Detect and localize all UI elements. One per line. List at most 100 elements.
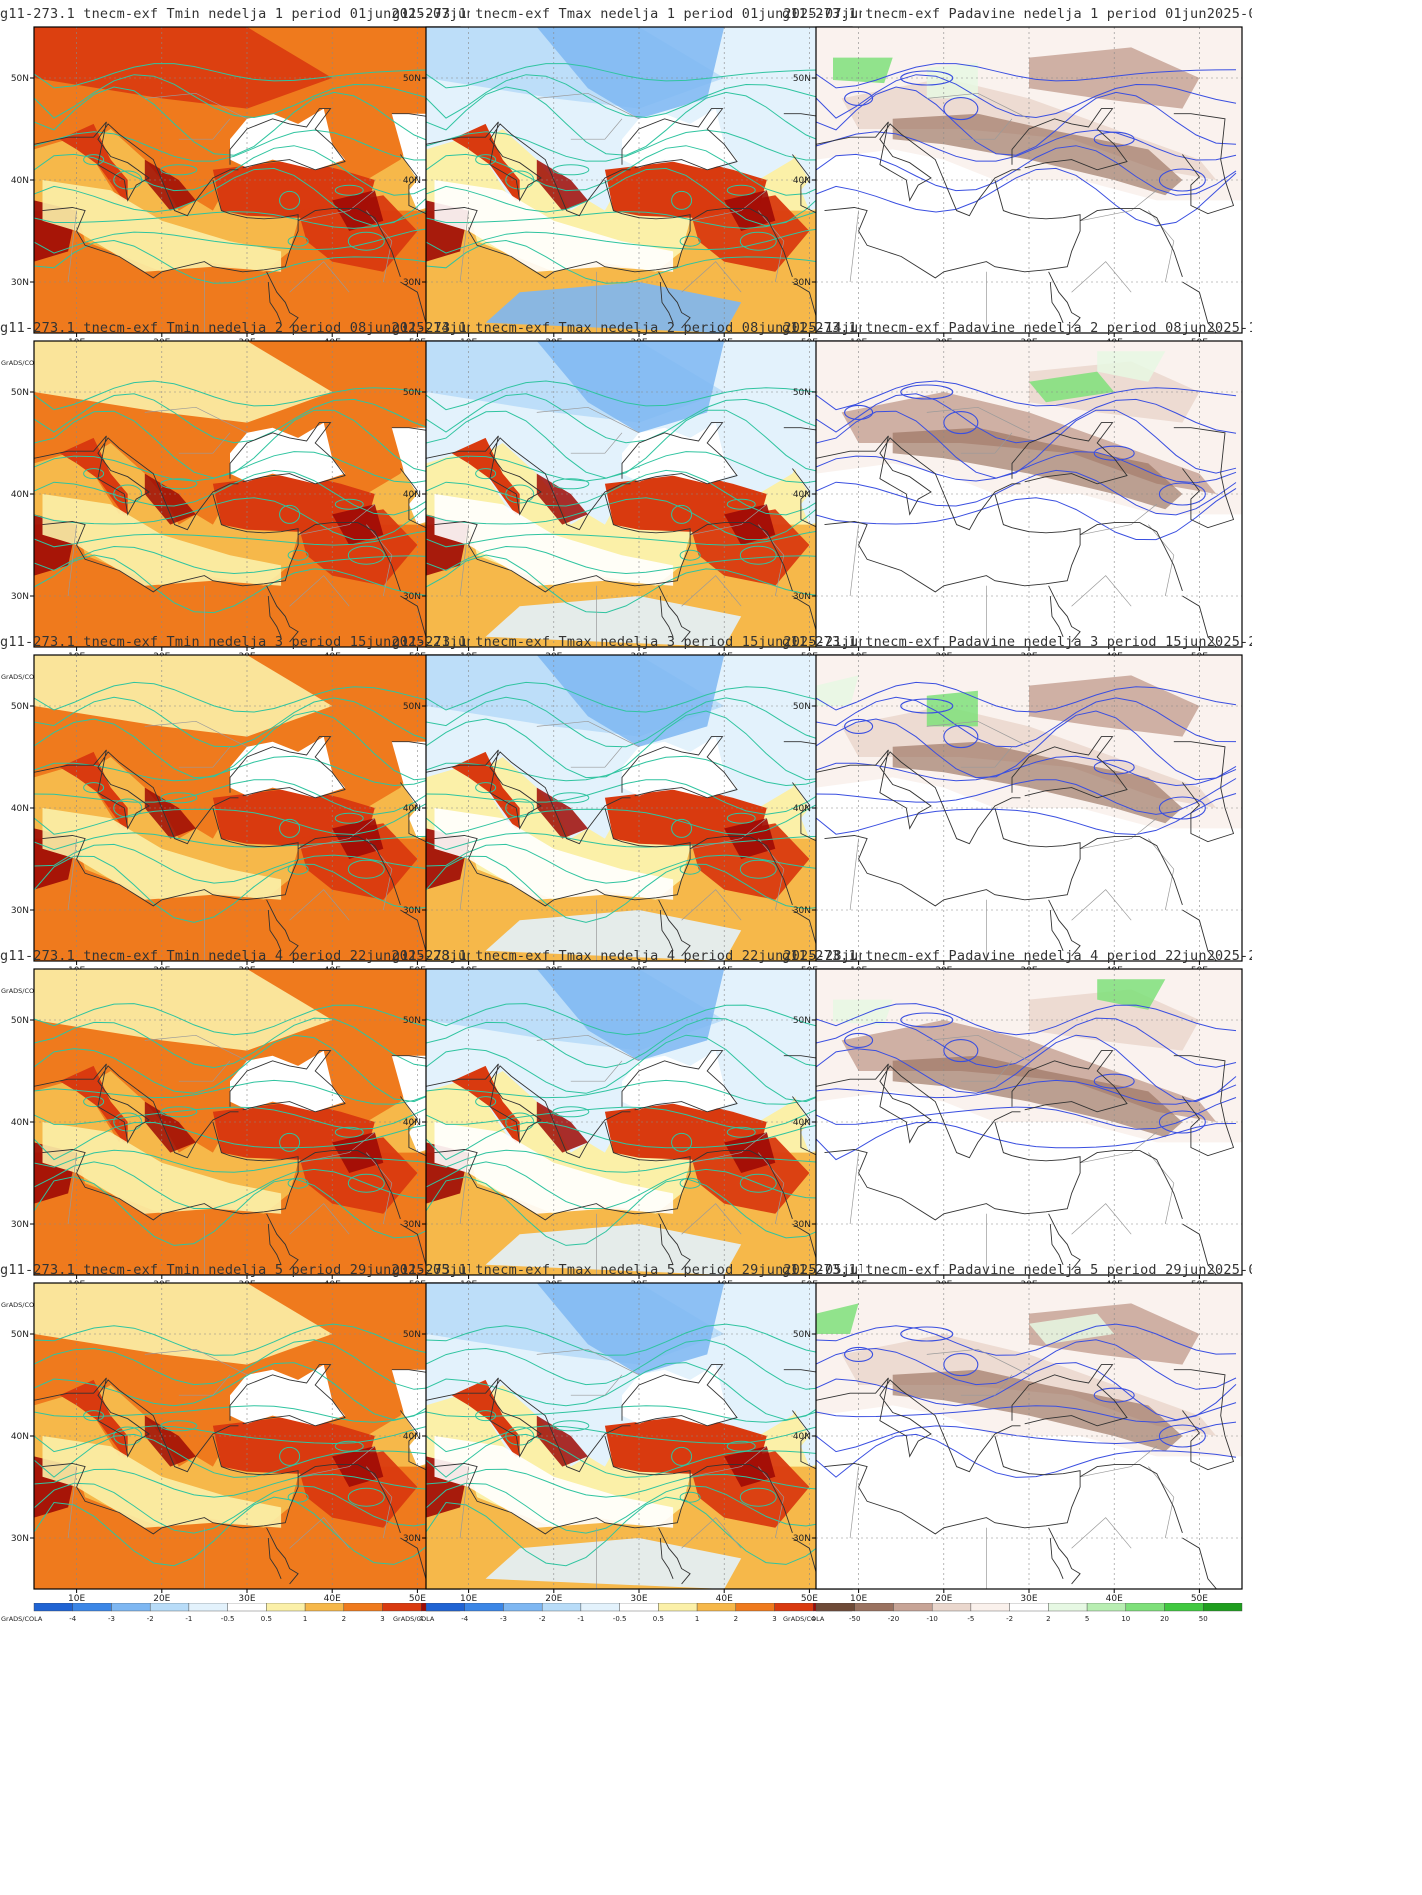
map-panel-tmin-week-4: g11-273.1 tnecm-exf Tmin nedelja 4 perio… xyxy=(0,942,470,1320)
country-borders xyxy=(67,1034,393,1275)
grid-lines xyxy=(426,341,852,647)
grads-credit: GrADS/COLA xyxy=(1,359,43,367)
colorbar-swatch xyxy=(1048,1603,1088,1612)
colorbar-label: 4 xyxy=(811,1615,816,1623)
y-tick-label: 50N xyxy=(11,74,29,84)
y-tick-label: 40N xyxy=(793,804,811,814)
panel-title: g11-273.1 tnecm-exf Tmin nedelja 5 perio… xyxy=(0,1262,470,1278)
y-tick-label: 50N xyxy=(793,1330,811,1340)
x-tick-label: 30E xyxy=(1020,1594,1037,1602)
y-tick-label: 40N xyxy=(793,1432,811,1442)
coastlines xyxy=(816,1050,1242,1275)
map-panel-tmin-week-3: g11-273.1 tnecm-exf Tmin nedelja 3 perio… xyxy=(0,628,470,1006)
colorbar-swatch xyxy=(188,1603,228,1612)
colorbar-swatch xyxy=(72,1603,112,1612)
map-panel-precip-week-2: g11-273.1 tnecm-exf Padavine nedelja 2 p… xyxy=(782,314,1252,692)
grid-lines xyxy=(426,655,852,961)
panel-title: g11-273.1 tnecm-exf Tmin nedelja 4 perio… xyxy=(0,948,470,964)
colorbar-label: -10 xyxy=(926,1615,937,1623)
panel-title: g11-273.1 tnecm-exf Tmax nedelja 1 perio… xyxy=(392,6,862,22)
y-tick-label: 30N xyxy=(793,1220,811,1230)
country-borders xyxy=(459,720,785,961)
grads-credit: GrADS/COLA xyxy=(1,673,43,681)
colorbar: -50 -20 -10 -5 -2 2 5 10 20 50 GrADS/COLA xyxy=(783,1603,1243,1623)
x-tick-label: 50E xyxy=(801,1594,818,1602)
y-tick-label: 30N xyxy=(403,906,421,916)
colorbar-label: -3 xyxy=(108,1615,115,1623)
y-tick-label: 50N xyxy=(11,1330,29,1340)
map-panel-tmax-week-1: g11-273.1 tnecm-exf Tmax nedelja 1 perio… xyxy=(392,0,862,378)
colorbar-label: 2 xyxy=(1046,1615,1050,1623)
colorbar-swatch xyxy=(970,1603,1010,1612)
colorbar-label: 10 xyxy=(1121,1615,1130,1623)
colorbar-swatch xyxy=(1203,1603,1243,1612)
colorbar-label: 2 xyxy=(342,1615,346,1623)
panel-title: g11-273.1 tnecm-exf Tmax nedelja 5 perio… xyxy=(392,1262,862,1278)
country-borders xyxy=(67,720,393,961)
y-tick-label: 50N xyxy=(11,1016,29,1026)
contour-lines xyxy=(34,380,455,614)
contour-lines xyxy=(426,681,847,923)
colorbar-swatch xyxy=(815,1603,855,1612)
colorbar-swatch xyxy=(464,1603,504,1612)
x-tick-label: 10E xyxy=(68,1594,85,1602)
colorbar-swatch xyxy=(1125,1603,1165,1612)
colorbar-label: 2 xyxy=(734,1615,738,1623)
colorbar-swatch xyxy=(580,1603,620,1612)
coastlines xyxy=(426,422,852,647)
y-tick-label: 40N xyxy=(793,176,811,186)
map-panel-tmin-week-1: g11-273.1 tnecm-exf Tmin nedelja 1 perio… xyxy=(0,0,470,378)
colorbar-label: -3 xyxy=(500,1615,507,1623)
y-tick-label: 40N xyxy=(11,490,29,500)
panel-title: g11-273.1 tnecm-exf Padavine nedelja 4 p… xyxy=(782,948,1252,964)
colorbar-swatch xyxy=(1009,1603,1049,1612)
coastlines xyxy=(816,1364,1242,1589)
x-tick-label: 50E xyxy=(1191,1594,1208,1602)
contour-lines xyxy=(426,1003,847,1246)
map-panel-tmin-week-2: g11-273.1 tnecm-exf Tmin nedelja 2 perio… xyxy=(0,314,470,692)
grads-credit: GrADS/COLA xyxy=(393,1615,435,1623)
coastlines xyxy=(816,736,1242,961)
colorbar-label: 20 xyxy=(1160,1615,1169,1623)
colorbar-swatch xyxy=(1164,1603,1204,1612)
x-tick-label: 40E xyxy=(716,1594,733,1602)
y-tick-label: 40N xyxy=(11,1432,29,1442)
grads-credit: GrADS/COLA xyxy=(783,1615,825,1623)
y-tick-label: 30N xyxy=(403,592,421,602)
contour-lines xyxy=(816,681,1237,836)
x-tick-label: 30E xyxy=(630,1594,647,1602)
grads-credit: GrADS/COLA xyxy=(1,1301,43,1309)
colorbar-label: 4 xyxy=(419,1615,424,1623)
colorbar-swatch xyxy=(619,1603,659,1612)
colorbar-label: -1 xyxy=(577,1615,584,1623)
contour-lines xyxy=(816,1003,1237,1161)
colorbar-label: -20 xyxy=(888,1615,899,1623)
y-tick-label: 50N xyxy=(793,74,811,84)
colorbar-label: 0.5 xyxy=(653,1615,664,1623)
y-tick-label: 50N xyxy=(403,388,421,398)
grid-lines xyxy=(34,1283,460,1589)
x-tick-label: 10E xyxy=(850,1594,867,1602)
grid-lines xyxy=(816,969,1242,1275)
x-tick-label: 20E xyxy=(153,1594,170,1602)
y-tick-label: 50N xyxy=(793,388,811,398)
colorbar-label: -50 xyxy=(849,1615,860,1623)
grid-lines xyxy=(426,27,852,333)
contour-lines xyxy=(426,380,847,614)
country-borders xyxy=(459,92,785,333)
country-borders xyxy=(849,406,1175,647)
contour-lines xyxy=(426,1323,847,1567)
country-borders xyxy=(67,1348,393,1589)
y-tick-label: 30N xyxy=(11,592,29,602)
panel-title: g11-273.1 tnecm-exf Tmin nedelja 3 perio… xyxy=(0,634,470,650)
colorbar-swatch xyxy=(893,1603,933,1612)
map-panel-precip-week-3: g11-273.1 tnecm-exf Padavine nedelja 3 p… xyxy=(782,628,1252,1006)
panel-title: g11-273.1 tnecm-exf Padavine nedelja 1 p… xyxy=(782,6,1252,22)
y-tick-label: 40N xyxy=(403,176,421,186)
country-borders xyxy=(459,1348,785,1589)
y-tick-label: 40N xyxy=(403,1432,421,1442)
